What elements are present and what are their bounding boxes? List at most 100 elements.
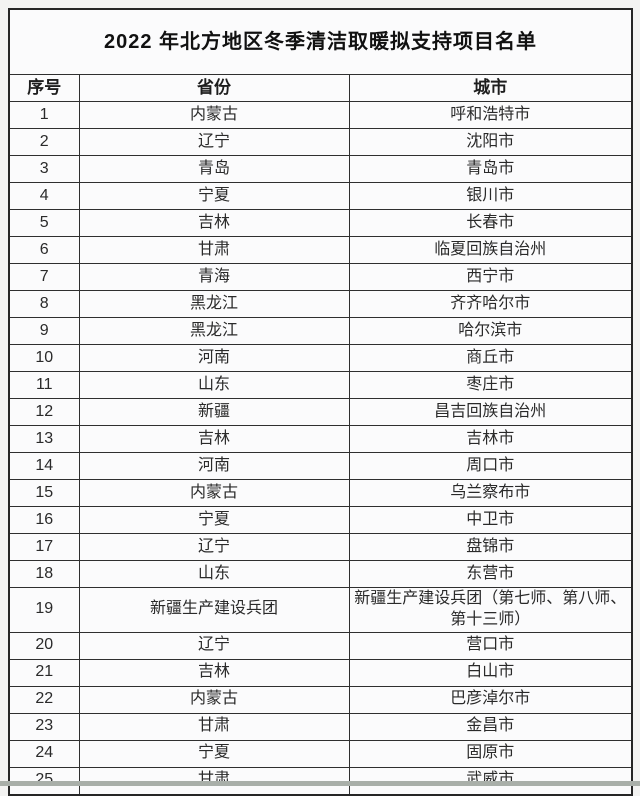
- index-cell: 6: [8, 236, 80, 264]
- city-cell: 昌吉回族自治州: [348, 398, 633, 426]
- table-row: 21 吉林 白山市: [8, 658, 633, 687]
- index-cell: 18: [8, 560, 80, 588]
- province-cell: 宁夏: [78, 506, 350, 534]
- province-cell: 吉林: [78, 425, 350, 453]
- province-cell: 河南: [78, 452, 350, 480]
- index-cell: 3: [8, 155, 80, 183]
- index-cell: 17: [8, 533, 80, 561]
- city-cell: 西宁市: [348, 263, 633, 291]
- city-cell: 齐齐哈尔市: [348, 290, 633, 318]
- index-cell: 2: [8, 128, 80, 156]
- city-cell: 巴彦淖尔市: [348, 685, 633, 714]
- table-row: 7 青海 西宁市: [8, 263, 633, 291]
- city-cell: 固原市: [348, 739, 633, 768]
- title-row: 2022 年北方地区冬季清洁取暖拟支持项目名单: [8, 8, 633, 75]
- table-row: 13 吉林 吉林市: [8, 425, 633, 453]
- table-row: 23 甘肃 金昌市: [8, 712, 633, 741]
- province-cell: 宁夏: [78, 739, 350, 768]
- index-cell: 14: [8, 452, 80, 480]
- index-cell: 16: [8, 506, 80, 534]
- province-cell: 吉林: [78, 658, 350, 687]
- table-row: 22 内蒙古 巴彦淖尔市: [8, 685, 633, 714]
- table-row: 9 黑龙江 哈尔滨市: [8, 317, 633, 345]
- index-cell: 22: [8, 685, 80, 714]
- province-cell: 内蒙古: [78, 101, 350, 129]
- city-cell: 东营市: [348, 560, 633, 588]
- column-header-city: 城市: [348, 74, 633, 102]
- index-cell: 23: [8, 712, 80, 741]
- city-cell: 吉林市: [348, 425, 633, 453]
- table-row: 15 内蒙古 乌兰察布市: [8, 479, 633, 507]
- province-cell: 河南: [78, 344, 350, 372]
- table-row: 10 河南 商丘市: [8, 344, 633, 372]
- index-cell: 15: [8, 479, 80, 507]
- table-row: 20 辽宁 营口市: [8, 631, 633, 660]
- index-cell: 7: [8, 263, 80, 291]
- city-cell: 盘锦市: [348, 533, 633, 561]
- province-cell: 内蒙古: [78, 685, 350, 714]
- header-row: 序号 省份 城市: [8, 74, 633, 102]
- province-cell: 新疆: [78, 398, 350, 426]
- province-cell: 辽宁: [78, 631, 350, 660]
- city-cell: 营口市: [348, 631, 633, 660]
- city-cell: 金昌市: [348, 712, 633, 741]
- index-cell: 12: [8, 398, 80, 426]
- index-cell: 19: [8, 587, 80, 633]
- index-cell: 8: [8, 290, 80, 318]
- province-cell: 甘肃: [78, 236, 350, 264]
- city-cell: 白山市: [348, 658, 633, 687]
- table-title: 2022 年北方地区冬季清洁取暖拟支持项目名单: [8, 8, 633, 75]
- column-header-index: 序号: [8, 74, 80, 102]
- city-cell: 中卫市: [348, 506, 633, 534]
- province-cell: 青岛: [78, 155, 350, 183]
- province-cell: 青海: [78, 263, 350, 291]
- index-cell: 20: [8, 631, 80, 660]
- table-row: 12 新疆 昌吉回族自治州: [8, 398, 633, 426]
- province-cell: 黑龙江: [78, 317, 350, 345]
- table-row: 11 山东 枣庄市: [8, 371, 633, 399]
- city-cell: 新疆生产建设兵团（第七师、第八师、第十三师）: [348, 587, 633, 633]
- city-cell: 临夏回族自治州: [348, 236, 633, 264]
- province-cell: 新疆生产建设兵团: [78, 587, 350, 633]
- table-row: 8 黑龙江 齐齐哈尔市: [8, 290, 633, 318]
- index-cell: 4: [8, 182, 80, 210]
- city-cell: 周口市: [348, 452, 633, 480]
- city-cell: 呼和浩特市: [348, 101, 633, 129]
- table-row: 4 宁夏 银川市: [8, 182, 633, 210]
- table-row: 2 辽宁 沈阳市: [8, 128, 633, 156]
- city-cell: 青岛市: [348, 155, 633, 183]
- index-cell: 24: [8, 739, 80, 768]
- table-row: 19 新疆生产建设兵团 新疆生产建设兵团（第七师、第八师、第十三师）: [8, 587, 633, 633]
- province-cell: 黑龙江: [78, 290, 350, 318]
- project-table: 2022 年北方地区冬季清洁取暖拟支持项目名单 序号 省份 城市 1 内蒙古 呼和浩…: [8, 8, 633, 796]
- table-row: 1 内蒙古 呼和浩特市: [8, 101, 633, 129]
- table-row: 6 甘肃 临夏回族自治州: [8, 236, 633, 264]
- city-cell: 枣庄市: [348, 371, 633, 399]
- province-cell: 宁夏: [78, 182, 350, 210]
- column-header-province: 省份: [78, 74, 350, 102]
- province-cell: 内蒙古: [78, 479, 350, 507]
- province-cell: 辽宁: [78, 533, 350, 561]
- index-cell: 1: [8, 101, 80, 129]
- table-row: 16 宁夏 中卫市: [8, 506, 633, 534]
- province-cell: 辽宁: [78, 128, 350, 156]
- table-row: 14 河南 周口市: [8, 452, 633, 480]
- index-cell: 5: [8, 209, 80, 237]
- city-cell: 银川市: [348, 182, 633, 210]
- province-cell: 甘肃: [78, 712, 350, 741]
- table-row: 5 吉林 长春市: [8, 209, 633, 237]
- table-row: 24 宁夏 固原市: [8, 739, 633, 768]
- table-row: 17 辽宁 盘锦市: [8, 533, 633, 561]
- index-cell: 13: [8, 425, 80, 453]
- index-cell: 9: [8, 317, 80, 345]
- city-cell: 乌兰察布市: [348, 479, 633, 507]
- index-cell: 21: [8, 658, 80, 687]
- city-cell: 长春市: [348, 209, 633, 237]
- table-row: 18 山东 东营市: [8, 560, 633, 588]
- province-cell: 山东: [78, 560, 350, 588]
- city-cell: 沈阳市: [348, 128, 633, 156]
- page-bottom-edge: [0, 781, 640, 786]
- table-row: 3 青岛 青岛市: [8, 155, 633, 183]
- province-cell: 山东: [78, 371, 350, 399]
